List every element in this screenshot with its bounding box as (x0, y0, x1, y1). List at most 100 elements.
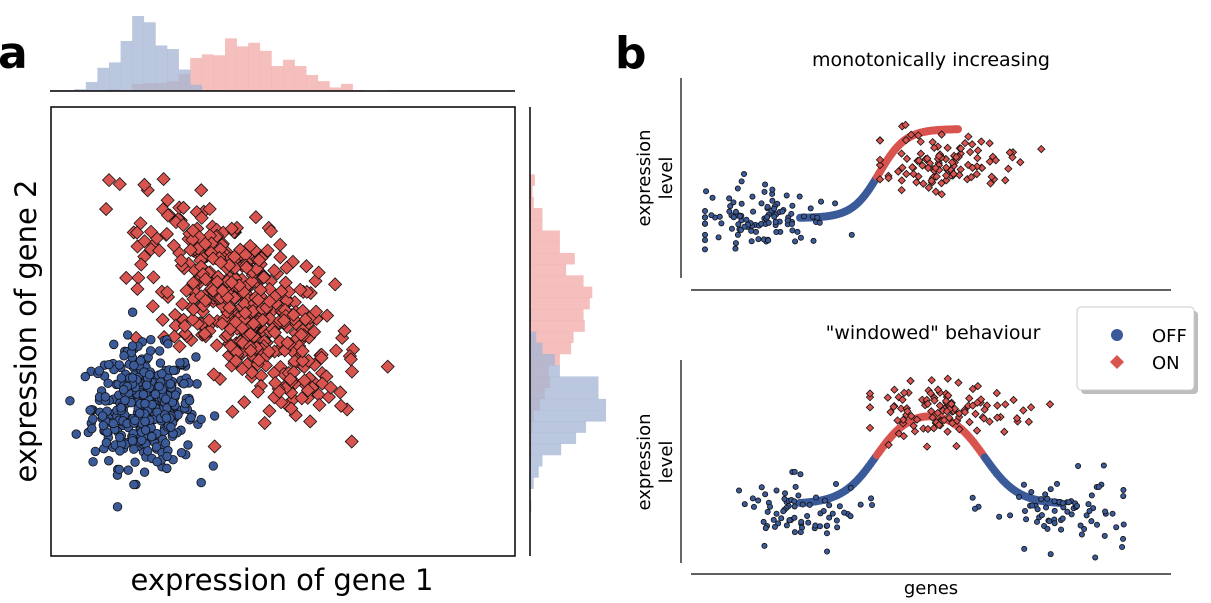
off-point (129, 444, 139, 454)
off-point (138, 389, 149, 400)
on-point (186, 302, 201, 317)
off-histogram-bar (143, 22, 156, 91)
on-point (977, 137, 986, 146)
on-point (903, 407, 912, 416)
off-point (179, 379, 189, 389)
on-point (890, 385, 899, 394)
off-point (1094, 521, 1101, 528)
off-point (1051, 520, 1058, 527)
off-point (163, 339, 173, 349)
bottom-y-label-line2: level (656, 441, 677, 484)
on-point (926, 389, 935, 398)
on-point (160, 193, 175, 208)
on-point (172, 339, 187, 354)
on-histogram-bar (530, 297, 590, 310)
off-point (97, 411, 108, 421)
off-histogram-bar (530, 443, 562, 456)
on-point (928, 413, 937, 422)
off-point (162, 451, 172, 462)
on-point (894, 167, 903, 176)
off-point (118, 385, 129, 395)
on-histogram-bar (283, 59, 295, 91)
off-point (833, 480, 840, 487)
off-histogram-bar (530, 466, 539, 478)
off-point (1086, 507, 1093, 514)
on-point (914, 131, 923, 140)
off-point (108, 418, 118, 429)
top-y-label-line1: expression (634, 129, 655, 226)
off-point (749, 193, 756, 200)
on-histogram-bar (306, 74, 319, 91)
off-point (1077, 522, 1084, 529)
off-point (797, 529, 804, 536)
on-point (943, 427, 952, 436)
off-histogram-bar (120, 41, 133, 91)
off-point (85, 405, 95, 415)
off-point (812, 494, 819, 501)
on-point (972, 426, 982, 435)
on-point (949, 169, 958, 179)
on-point (333, 398, 349, 413)
off-point (176, 448, 187, 458)
on-point (198, 272, 213, 287)
off-point (755, 497, 762, 504)
off-point (718, 220, 725, 227)
off-point (98, 420, 109, 431)
off-point (810, 237, 817, 244)
off-point (814, 214, 821, 221)
off-point (786, 517, 793, 524)
on-point (952, 441, 961, 451)
off-point (765, 237, 772, 244)
off-histogram-bar (530, 365, 560, 377)
on-point (279, 260, 294, 275)
on-point (380, 359, 395, 374)
off-point (791, 514, 798, 521)
off-point (826, 502, 833, 509)
on-point (942, 171, 951, 180)
off-point (65, 396, 75, 406)
off-point (771, 523, 778, 530)
on-point (865, 423, 875, 433)
on-point (893, 416, 902, 425)
on-point (286, 307, 301, 322)
off-point (183, 440, 193, 450)
off-histogram-bar (97, 67, 110, 91)
off-histogram-bar (530, 410, 606, 422)
on-histogram-bar (530, 185, 533, 198)
on-point (194, 183, 209, 198)
off-point (773, 510, 780, 517)
on-histogram-bar (530, 219, 543, 231)
on-point (929, 424, 939, 433)
off-point (769, 186, 776, 193)
off-point (116, 373, 126, 383)
on-point (280, 335, 295, 350)
off-point (736, 213, 743, 220)
off-point (140, 416, 150, 427)
off-point (87, 423, 97, 434)
off-point (749, 495, 756, 502)
on-point (972, 169, 981, 179)
on-histogram-bar (530, 286, 593, 299)
x-axis-label: expression of gene 1 (131, 563, 434, 597)
off-point (758, 200, 765, 207)
top-scatter-points (702, 120, 1046, 253)
off-point (100, 392, 111, 402)
on-point (902, 169, 911, 179)
off-point (1051, 507, 1058, 514)
on-point (901, 135, 911, 145)
on-histogram-bar (190, 57, 203, 91)
on-point (955, 409, 964, 418)
off-point (800, 213, 807, 220)
legend: OFF ON (1076, 306, 1198, 394)
off-point (791, 468, 798, 475)
on-point (329, 343, 344, 358)
off-point (761, 542, 768, 549)
on-point (263, 224, 279, 239)
off-point (208, 461, 218, 471)
off-point (732, 245, 739, 252)
on-histogram-bar (530, 275, 584, 287)
on-point (955, 425, 964, 434)
off-point (971, 505, 978, 512)
on-point (956, 144, 966, 153)
on-point (865, 389, 875, 398)
